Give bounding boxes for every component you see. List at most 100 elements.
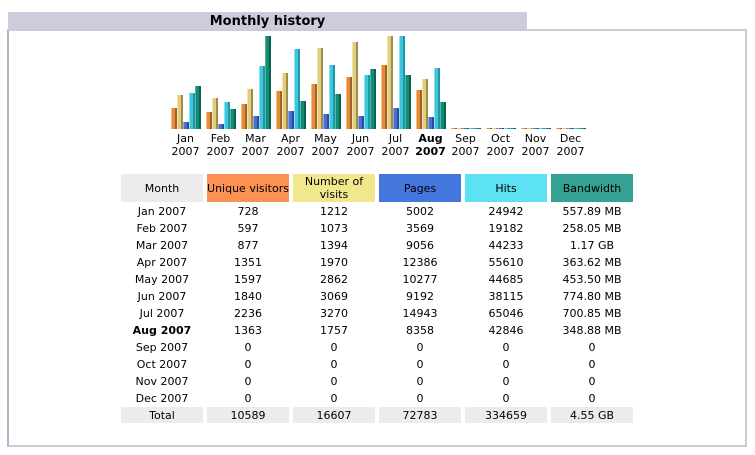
total-value-cell: 334659 (465, 407, 547, 423)
chart-bar-pages (217, 124, 224, 129)
value-cell: 0 (465, 373, 547, 389)
value-cell: 1212 (293, 203, 375, 219)
value-cell: 0 (207, 373, 289, 389)
value-cell: 5002 (379, 203, 461, 219)
chart-bar-bandwidth-mb (334, 94, 341, 129)
chart-month-label: Aug 2007 (415, 132, 446, 158)
chart-month-label: Apr 2007 (276, 132, 305, 158)
chart-bar-bandwidth-mb (194, 86, 201, 129)
value-cell: 1840 (207, 288, 289, 304)
month-cell: Apr 2007 (121, 254, 203, 270)
total-value-cell: 16607 (293, 407, 375, 423)
chart-bar-number-of-visits (421, 79, 428, 129)
chart-bar-pages (462, 128, 469, 129)
value-cell: 557.89 MB (551, 203, 633, 219)
value-cell: 363.62 MB (551, 254, 633, 270)
chart-bar-unique-visitors (380, 65, 387, 129)
column-header-unique-visitors: Unique visitors (207, 174, 289, 202)
chart-bar-number-of-visits (176, 95, 183, 129)
table-row: Jun 2007 1840 3069 9192 38115 774.80 MB (121, 288, 633, 304)
value-cell: 0 (465, 390, 547, 406)
value-cell: 9056 (379, 237, 461, 253)
chart-bar-bandwidth-mb (509, 128, 516, 129)
chart-bar-hits (573, 128, 580, 129)
chart-bar-bandwidth-mb (299, 101, 306, 129)
value-cell: 3569 (379, 220, 461, 236)
value-cell: 1757 (293, 322, 375, 338)
value-cell: 0 (465, 356, 547, 372)
value-cell: 348.88 MB (551, 322, 633, 338)
chart-bar-group (238, 32, 273, 129)
value-cell: 24942 (465, 203, 547, 219)
value-cell: 44233 (465, 237, 547, 253)
value-cell: 55610 (465, 254, 547, 270)
section-title-bar: Monthly history (8, 12, 527, 30)
chart-bar-bandwidth-mb (404, 75, 411, 129)
table-row: Sep 2007 0 0 0 0 0 (121, 339, 633, 355)
monthly-history-chart (168, 32, 588, 129)
chart-bar-bandwidth-mb (579, 128, 586, 129)
chart-bar-unique-visitors (275, 91, 282, 129)
value-cell: 1363 (207, 322, 289, 338)
chart-bar-group (553, 32, 588, 129)
chart-bar-unique-visitors (345, 77, 352, 129)
chart-bar-group (518, 32, 553, 129)
chart-bar-pages (392, 108, 399, 129)
month-cell: Jul 2007 (121, 305, 203, 321)
chart-bar-number-of-visits (316, 48, 323, 129)
value-cell: 877 (207, 237, 289, 253)
value-cell: 728 (207, 203, 289, 219)
value-cell: 2236 (207, 305, 289, 321)
chart-bar-group (343, 32, 378, 129)
table-row: Dec 2007 0 0 0 0 0 (121, 390, 633, 406)
chart-bar-bandwidth-mb (544, 128, 551, 129)
value-cell: 0 (551, 356, 633, 372)
value-cell: 1.17 GB (551, 237, 633, 253)
chart-bar-group (308, 32, 343, 129)
value-cell: 0 (379, 390, 461, 406)
table-row: Aug 2007 1363 1757 8358 42846 348.88 MB (121, 322, 633, 338)
column-header-number-of-visits: Number of visits (293, 174, 375, 202)
chart-bar-number-of-visits (561, 128, 568, 129)
chart-bar-hits (398, 36, 405, 129)
total-value-cell: 10589 (207, 407, 289, 423)
chart-bar-unique-visitors (555, 128, 562, 129)
value-cell: 597 (207, 220, 289, 236)
value-cell: 0 (207, 339, 289, 355)
chart-bar-number-of-visits (491, 128, 498, 129)
value-cell: 9192 (379, 288, 461, 304)
table-row: Apr 2007 1351 1970 12386 55610 363.62 MB (121, 254, 633, 270)
month-cell: Dec 2007 (121, 390, 203, 406)
value-cell: 12386 (379, 254, 461, 270)
value-cell: 0 (551, 390, 633, 406)
value-cell: 14943 (379, 305, 461, 321)
value-cell: 700.85 MB (551, 305, 633, 321)
chart-bar-pages (182, 122, 189, 129)
chart-month-label: May 2007 (311, 132, 340, 158)
column-header-bandwidth: Bandwidth (551, 174, 633, 202)
value-cell: 0 (465, 339, 547, 355)
value-cell: 10277 (379, 271, 461, 287)
value-cell: 2862 (293, 271, 375, 287)
chart-month-label: Oct 2007 (486, 132, 515, 158)
chart-bar-bandwidth-mb (369, 69, 376, 129)
chart-bar-pages (497, 128, 504, 129)
value-cell: 42846 (465, 322, 547, 338)
value-cell: 1073 (293, 220, 375, 236)
chart-bar-unique-visitors (205, 112, 212, 129)
value-cell: 0 (293, 390, 375, 406)
value-cell: 0 (207, 390, 289, 406)
value-cell: 0 (379, 356, 461, 372)
chart-month-label: Feb 2007 (206, 132, 235, 158)
column-header-month: Month (121, 174, 203, 202)
total-row: Total 10589 16607 72783 334659 4.55 GB (121, 407, 633, 423)
page-title: Monthly history (209, 13, 326, 29)
chart-bar-pages (567, 128, 574, 129)
chart-bar-bandwidth-mb (229, 109, 236, 129)
table-row: Nov 2007 0 0 0 0 0 (121, 373, 633, 389)
month-cell: Nov 2007 (121, 373, 203, 389)
chart-bar-unique-visitors (520, 128, 527, 129)
month-cell: Mar 2007 (121, 237, 203, 253)
month-cell: Feb 2007 (121, 220, 203, 236)
value-cell: 0 (207, 356, 289, 372)
